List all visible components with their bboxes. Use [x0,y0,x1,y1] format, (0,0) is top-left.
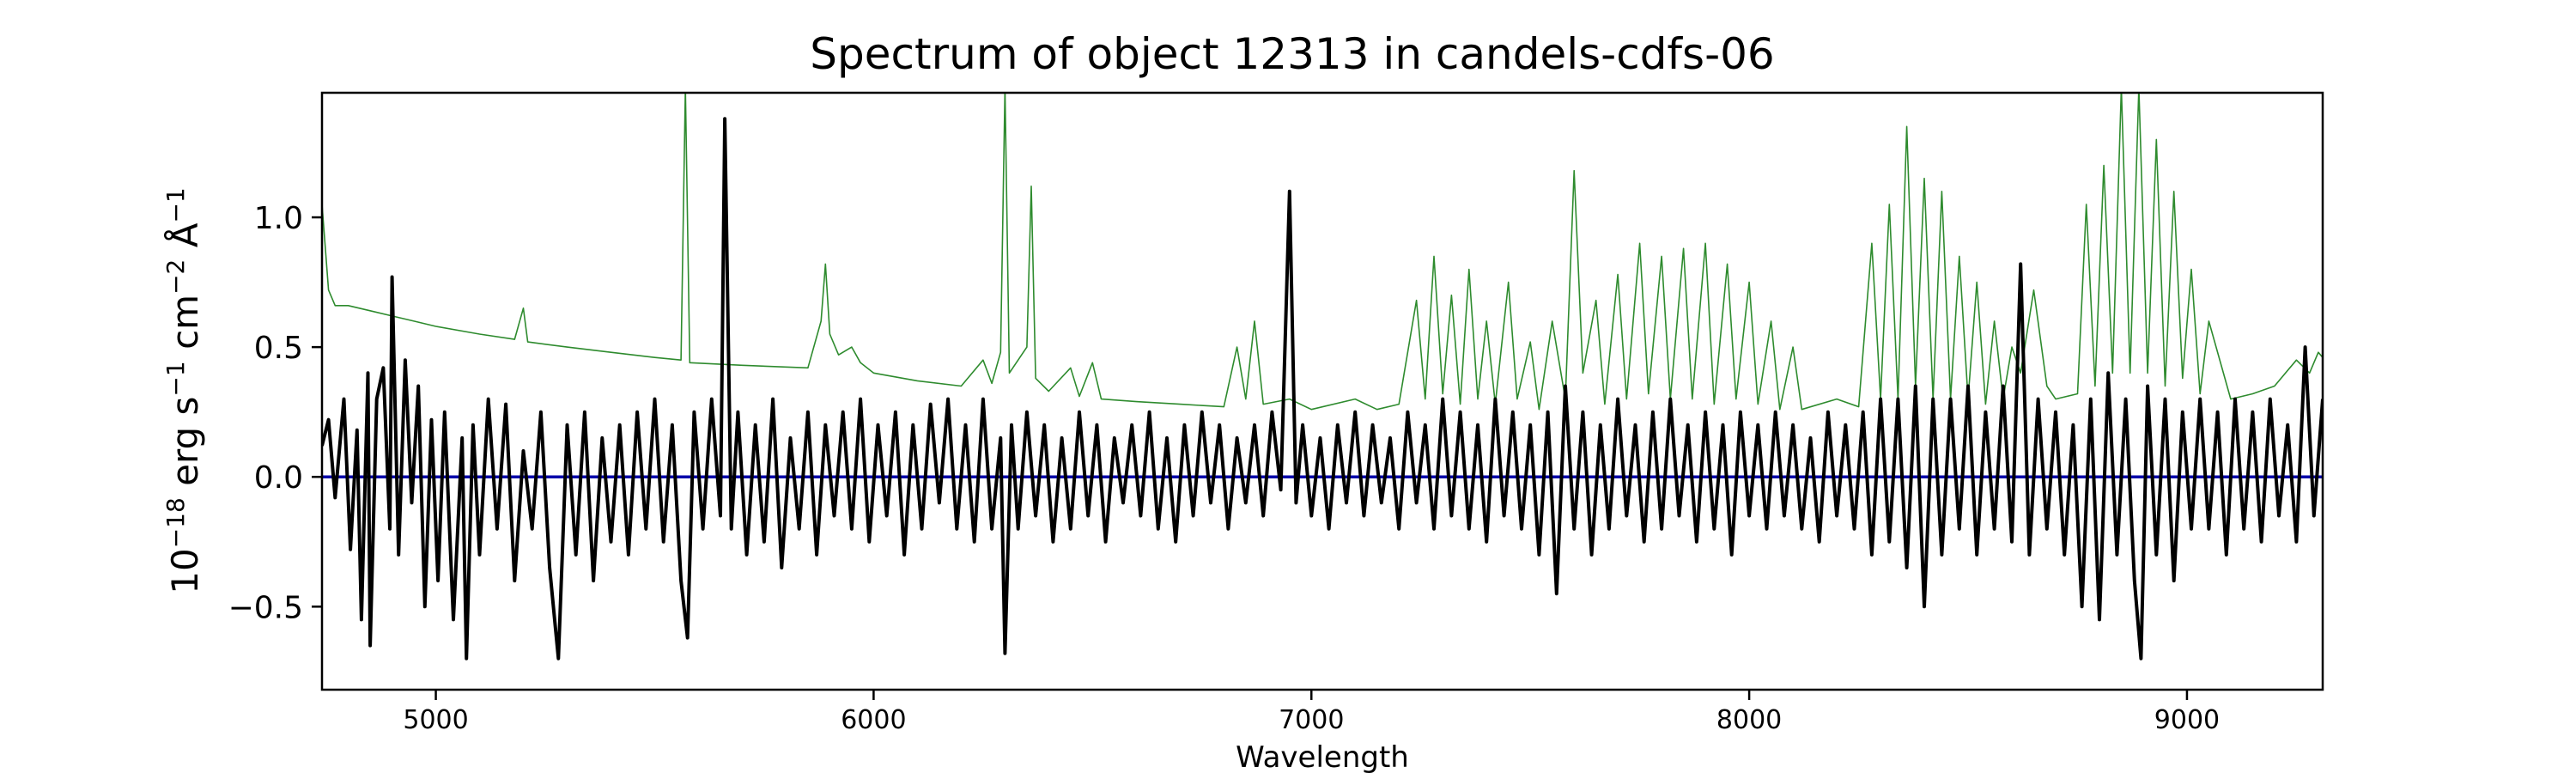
ylabel-exp-1: −18 [161,497,190,548]
x-tick-label: 6000 [841,705,906,735]
plot-frame [320,91,2324,691]
x-tick-label: 5000 [403,705,468,735]
y-tick-label: −0.5 [228,590,303,625]
x-tick-label: 7000 [1279,705,1344,735]
ylabel-unit-2: cm [164,295,206,361]
y-axis: −0.5 0.0 0.5 1.0 [228,201,322,625]
x-axis-label: Wavelength [1236,740,1409,773]
ylabel-exp-3: −2 [161,259,190,295]
x-axis: 5000 6000 7000 8000 9000 [403,690,2220,735]
plot-area [320,91,2324,691]
ylabel-exp-2: −1 [161,361,190,396]
ylabel-base: 10 [164,548,206,593]
chart-title: Spectrum of object 12313 in candels-cdfs… [810,29,1775,79]
flux-series-line [322,117,2323,660]
ylabel-unit-1: erg s [164,397,206,498]
x-tick-label: 9000 [2154,705,2220,735]
ylabel-exp-4: −1 [161,187,190,222]
error-series-line [322,93,2323,411]
series-layer [322,93,2323,660]
y-axis-label: 10−18 erg s−1 cm−2 Å−1 [161,187,206,593]
x-tick-label: 8000 [1716,705,1782,735]
y-tick-label: 1.0 [254,201,303,236]
y-tick-label: 0.5 [254,331,303,366]
ylabel-unit-3: Å [163,222,206,259]
y-tick-label: 0.0 [254,460,303,496]
